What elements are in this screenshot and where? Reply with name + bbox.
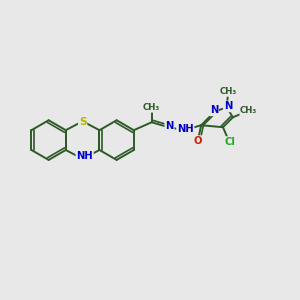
Text: CH₃: CH₃	[219, 87, 236, 96]
Text: N: N	[224, 101, 232, 111]
Text: S: S	[79, 117, 86, 127]
Text: Cl: Cl	[224, 137, 235, 147]
Text: N: N	[210, 105, 218, 116]
Text: NH: NH	[177, 124, 194, 134]
Text: N: N	[165, 121, 174, 131]
Text: CH₃: CH₃	[143, 103, 160, 112]
Text: CH₃: CH₃	[240, 106, 257, 115]
Text: O: O	[194, 136, 203, 146]
Text: NH: NH	[76, 151, 93, 161]
